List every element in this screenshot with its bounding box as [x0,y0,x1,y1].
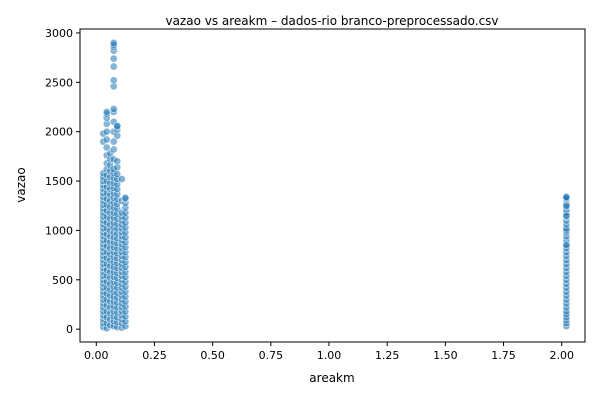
data-point [562,211,571,220]
data-point [109,105,118,113]
data-point [102,143,111,152]
data-point [117,175,126,183]
y-tick-label: 0 [66,323,73,336]
y-axis-label: vazao [14,167,28,202]
data-point [562,192,571,201]
data-point [109,62,118,71]
x-tick-label: 1.75 [491,349,516,362]
y-tick-label: 2500 [45,76,73,89]
x-tick-label: 0.00 [84,349,109,362]
data-point [113,121,122,130]
y-tick-label: 3000 [45,27,73,40]
x-tick-label: 0.50 [200,349,225,362]
data-point [562,241,571,250]
x-tick-label: 0.25 [142,349,167,362]
data-point [113,157,122,166]
data-point [109,145,118,154]
y-tick-label: 1000 [45,224,73,237]
x-tick-label: 1.25 [375,349,400,362]
data-point [109,76,118,85]
plot-area-frame [79,28,586,343]
data-point [121,193,130,202]
data-point [109,38,118,47]
data-point [109,54,118,63]
x-axis-label: areakm [309,371,354,385]
y-tick-label: 500 [52,274,73,287]
x-tick-label: 2.00 [549,349,574,362]
data-point [102,108,111,116]
chart-title: vazao vs areakm – dados-rio branco-prepr… [165,14,498,28]
x-tick-label: 1.50 [433,349,458,362]
data-point [102,135,111,144]
x-tick-label: 0.75 [259,349,284,362]
ticks-layer: 0.00 0.25 0.50 0.75 1.00 1.25 1.50 1.75 2.00 0 500… [45,27,574,362]
points-layer [99,38,571,333]
data-point [562,201,571,210]
y-tick-label: 2000 [45,126,73,139]
data-point [102,127,111,136]
y-tick-label: 1500 [45,175,73,188]
data-point [109,137,118,146]
x-tick-label: 1.00 [317,349,342,362]
